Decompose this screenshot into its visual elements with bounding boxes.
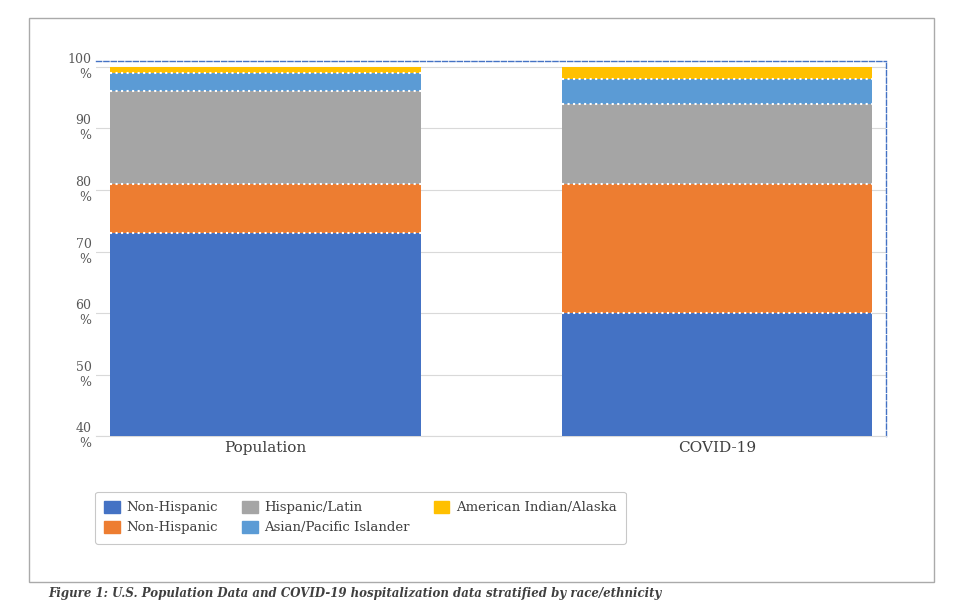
Text: Figure 1: U.S. Population Data and COVID-19 hospitalization data stratified by r: Figure 1: U.S. Population Data and COVID…	[48, 587, 662, 600]
Bar	[561, 104, 872, 184]
Bar	[561, 67, 872, 79]
Bar	[111, 73, 421, 92]
Legend: Non-Hispanic, Non-Hispanic, Hispanic/Latin, Asian/Pacific Islander, American Ind: Non-Hispanic, Non-Hispanic, Hispanic/Lat…	[95, 491, 626, 544]
Bar	[561, 313, 872, 606]
Bar	[561, 79, 872, 104]
Bar	[111, 92, 421, 184]
Bar	[111, 184, 421, 233]
Bar	[111, 67, 421, 73]
Bar	[561, 184, 872, 313]
Bar	[111, 233, 421, 606]
